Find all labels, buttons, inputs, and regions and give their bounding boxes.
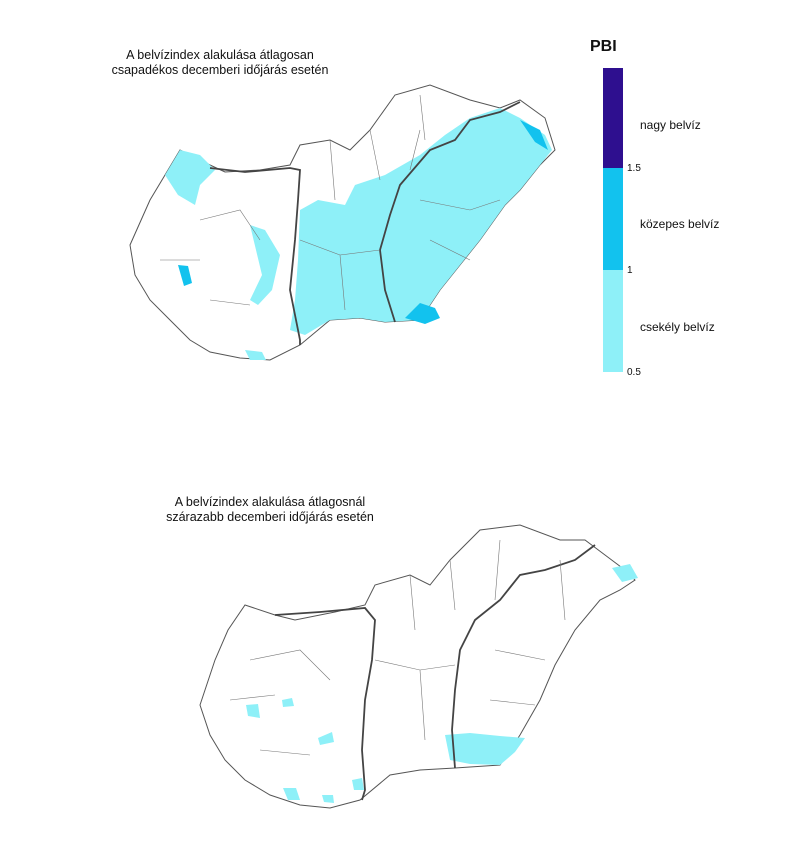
river-danube-dry [274, 607, 376, 801]
map-title-wet-line2: csapadékos decemberi időjárás esetén [111, 63, 329, 77]
legend-swatch-low [603, 270, 623, 372]
belviz-area-medium-southeast [405, 303, 440, 324]
map-title-dry-line2: szárazabb decemberi időjárás esetén [166, 510, 374, 524]
map-wet [129, 84, 556, 361]
map-dry [199, 524, 638, 809]
belviz-area-medium-lake [178, 265, 192, 286]
belviz-area-medium-east [520, 120, 548, 150]
map-title-wet: A belvízindex alakulása átlagosan csapad… [70, 48, 370, 78]
legend-label-low: csekély belvíz [640, 320, 715, 334]
belviz-area-low-w3-dry [318, 732, 334, 745]
map-title-dry: A belvízindex alakulása átlagosnál szára… [120, 495, 420, 525]
belviz-area-low-south [245, 350, 266, 360]
basin-lines-dry [229, 539, 566, 756]
legend-label-high: nagy belvíz [640, 118, 701, 132]
hungary-outline-dry [199, 524, 636, 809]
belviz-area-low-ne-dry [612, 564, 638, 582]
basin-lines-wet [160, 94, 501, 311]
belviz-area-low-w1-dry [246, 704, 260, 718]
belviz-area-low-danube [250, 225, 280, 305]
legend-tick-0-5: 0.5 [627, 367, 641, 378]
belviz-area-low-northwest [165, 150, 215, 205]
river-danube-wet [209, 167, 301, 345]
belviz-area-low-se-dry [445, 733, 525, 765]
map-title-dry-line1: A belvízindex alakulása átlagosnál [174, 495, 366, 509]
legend-tick-1-5: 1.5 [627, 163, 641, 174]
legend-label-medium: közepes belvíz [640, 217, 720, 231]
legend-swatch-high [603, 68, 623, 168]
legend-swatch-medium [603, 168, 623, 270]
belviz-area-low-s2-dry [322, 795, 334, 803]
belviz-area-low-s3-dry [352, 778, 364, 790]
legend-title: PBI [590, 38, 617, 55]
legend-tick-1: 1 [627, 265, 633, 276]
belviz-area-low-w2-dry [282, 698, 294, 707]
map-title-wet-line1: A belvízindex alakulása átlagosan [126, 48, 314, 62]
belviz-area-low-s1-dry [283, 788, 300, 800]
belviz-area-low-east [290, 108, 552, 335]
river-tisza-dry [451, 544, 596, 769]
river-tisza-wet [379, 101, 521, 323]
